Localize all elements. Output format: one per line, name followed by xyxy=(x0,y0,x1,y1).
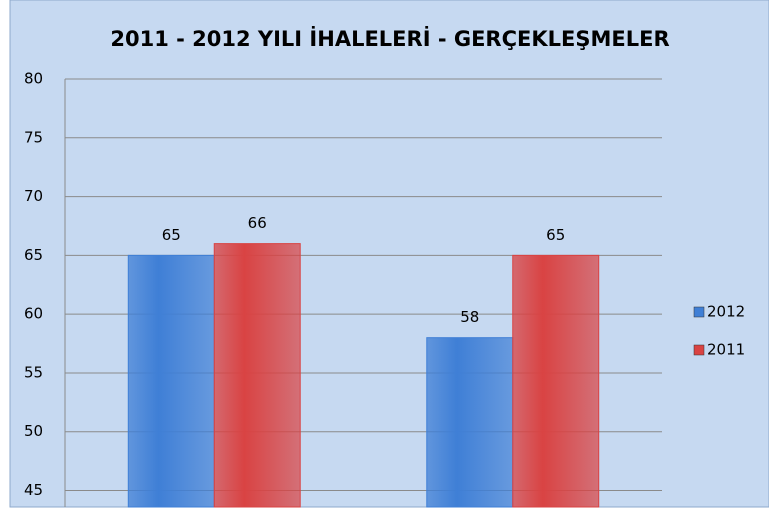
y-tick-label: 45 xyxy=(24,481,43,499)
data-label: 65 xyxy=(546,226,565,244)
data-label: 65 xyxy=(162,226,181,244)
data-label: 66 xyxy=(248,214,267,232)
legend-label: 2012 xyxy=(707,303,745,321)
chart-background xyxy=(9,0,769,508)
y-tick-label: 75 xyxy=(24,128,43,146)
y-tick-label: 80 xyxy=(24,70,43,88)
bar xyxy=(426,337,514,508)
bar xyxy=(512,254,600,508)
bar xyxy=(213,243,301,508)
y-tick-label: 60 xyxy=(24,305,43,323)
legend-swatch xyxy=(693,306,705,318)
data-label: 58 xyxy=(460,308,479,326)
y-tick-label: 50 xyxy=(24,422,43,440)
y-tick-label: 70 xyxy=(24,187,43,205)
legend-swatch xyxy=(693,344,705,356)
chart-title: 2011 - 2012 YILI İHALELERİ - GERÇEKLEŞME… xyxy=(110,26,669,51)
bar xyxy=(127,254,215,508)
legend-label: 2011 xyxy=(707,341,745,359)
y-tick-label: 55 xyxy=(24,363,43,381)
y-tick-label: 65 xyxy=(24,246,43,264)
